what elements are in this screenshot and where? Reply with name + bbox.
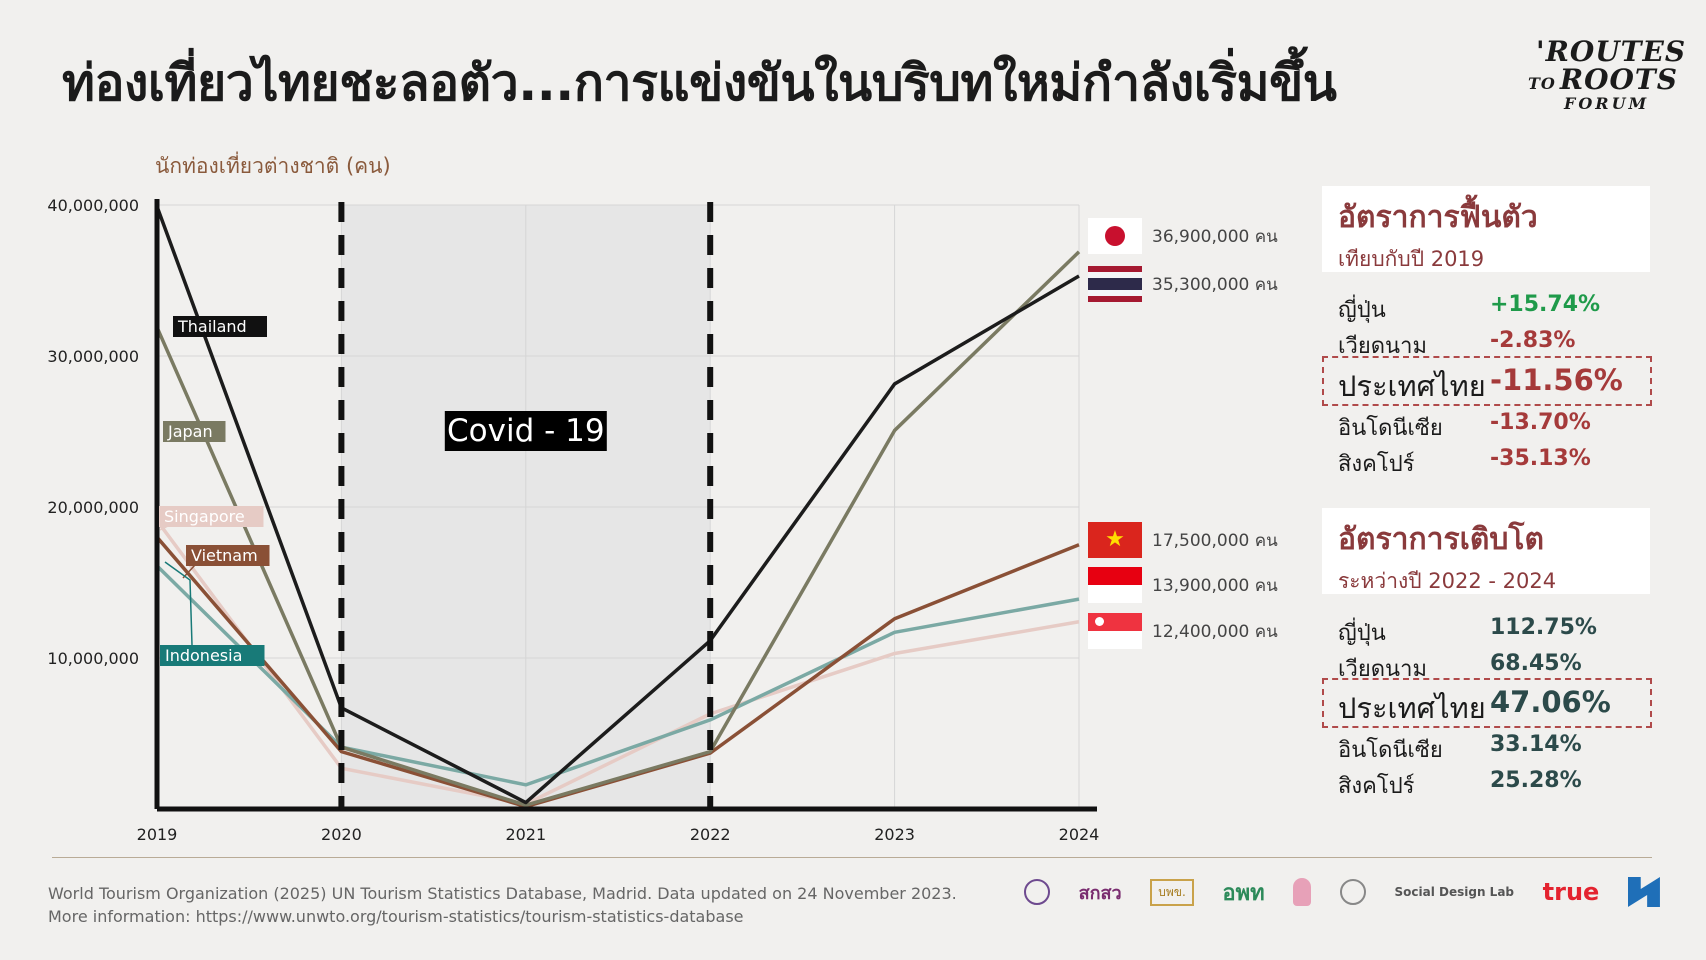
legend-japan: 36,900,000 คน [1088, 216, 1278, 256]
thailand-flag-icon [1088, 266, 1142, 302]
series-label-thailand: Thailand [177, 317, 247, 336]
indonesia-end-value: 13,900,000 คน [1152, 575, 1278, 596]
partner-round-emblem-icon [1339, 879, 1366, 905]
series-label-japan: Japan [167, 422, 213, 441]
japan-flag-icon [1088, 218, 1142, 254]
partner-seal-logo-icon [1024, 879, 1050, 905]
series-label-box [186, 545, 270, 566]
growth-row-vietnam: เวียดนาม 68.45% [1338, 651, 1582, 682]
partner-logos: สกสว บพข. อพท Social Design Lab true [1024, 872, 1660, 912]
growth-row-japan: ญี่ปุ่น 112.75% [1338, 615, 1597, 646]
y-tick-label: 20,000,000 [47, 498, 139, 517]
recovery-heading: อัตราการฟื้นตัว [1338, 200, 1538, 235]
growth-subheading: ระหว่างปี 2022 - 2024 [1338, 569, 1557, 593]
series-label-vietnam: Vietnam [191, 546, 258, 565]
series-label-box [159, 506, 264, 527]
partner-blue-emblem-icon [1627, 877, 1660, 907]
growth-row-thailand: ประเทศไทย 47.06% [1338, 685, 1611, 725]
recovery-row-vietnam: เวียดนาม -2.83% [1338, 328, 1576, 359]
partner-pmu-logo: บพข. [1150, 878, 1194, 906]
japan-end-value: 36,900,000 คน [1152, 226, 1278, 247]
x-tick-label: 2021 [505, 825, 546, 844]
source-note: World Tourism Organization (2025) UN Tou… [48, 882, 957, 928]
legend-vietnam: ★ 17,500,000 คน [1088, 520, 1278, 560]
recovery-highlight-box [1322, 356, 1652, 406]
series-label-singapore: Singapore [164, 507, 245, 526]
source-line-1: World Tourism Organization (2025) UN Tou… [48, 884, 957, 903]
x-tick-label: 2020 [321, 825, 362, 844]
growth-panel-header: อัตราการเติบโต ระหว่างปี 2022 - 2024 [1322, 508, 1650, 594]
legend-singapore: 12,400,000 คน [1088, 611, 1278, 651]
series-label-box [173, 316, 267, 337]
legend-thailand: 35,300,000 คน [1088, 264, 1278, 304]
page-title: ท่องเที่ยวไทยชะลอตัว...การแข่งขันในบริบท… [62, 54, 1337, 112]
routes-to-roots-logo: 'ROUTES TO ROOTS FORUM [1528, 35, 1687, 113]
series-label-indonesia: Indonesia [165, 646, 242, 665]
growth-highlight-box [1322, 678, 1652, 728]
x-tick-label: 2023 [874, 825, 915, 844]
thailand-end-value: 35,300,000 คน [1152, 274, 1278, 295]
legend-indonesia: 13,900,000 คน [1088, 565, 1278, 605]
singapore-flag-icon [1088, 613, 1142, 649]
y-tick-label: 10,000,000 [47, 649, 139, 668]
y-axis-label: นักท่องเที่ยวต่างชาติ (คน) [155, 154, 391, 178]
line-chart: 10,000,000 20,000,000 30,000,000 40,000,000… [47, 196, 1100, 844]
growth-row-indonesia: อินโดนีเซีย 33.14% [1338, 732, 1582, 763]
recovery-row-singapore: สิงคโปร์ -35.13% [1338, 446, 1591, 477]
recovery-subheading: เทียบกับปี 2019 [1338, 247, 1485, 271]
series-label-leader [164, 561, 193, 646]
growth-heading: อัตราการเติบโต [1338, 522, 1544, 557]
series-line-singapore [155, 519, 1080, 806]
partner-dasta-logo: อพท [1222, 880, 1265, 906]
x-tick-label: 2022 [690, 825, 731, 844]
recovery-row-japan: ญี่ปุ่น +15.74% [1338, 292, 1601, 323]
x-tick-label: 2019 [137, 825, 178, 844]
series-line-japan [155, 250, 1081, 807]
covid-label-box [444, 411, 607, 451]
series-label-box [160, 645, 265, 666]
series-line-thailand [155, 205, 1080, 805]
partner-social-design-lab-logo: Social Design Lab [1394, 885, 1515, 899]
covid-label: Covid - 19 [447, 413, 605, 449]
partner-pink-emblem-icon [1293, 878, 1312, 906]
indonesia-flag-icon [1088, 567, 1142, 603]
recovery-panel-header: อัตราการฟื้นตัว เทียบกับปี 2019 [1322, 186, 1650, 272]
y-tick-label: 30,000,000 [47, 347, 139, 366]
x-tick-label: 2024 [1059, 825, 1100, 844]
vietnam-flag-icon: ★ [1088, 522, 1142, 558]
partner-true-logo: true [1542, 878, 1600, 906]
partner-tsri-logo: สกสว [1078, 882, 1122, 904]
y-tick-label: 40,000,000 [47, 196, 139, 215]
growth-row-singapore: สิงคโปร์ 25.28% [1338, 768, 1582, 799]
vietnam-end-value: 17,500,000 คน [1152, 530, 1278, 551]
footer-divider [52, 857, 1652, 858]
source-line-2[interactable]: More information: https://www.unwto.org/… [48, 907, 744, 926]
recovery-row-indonesia: อินโดนีเซีย -13.70% [1338, 410, 1591, 441]
singapore-end-value: 12,400,000 คน [1152, 621, 1278, 642]
series-label-box [163, 421, 226, 442]
recovery-row-thailand: ประเทศไทย -11.56% [1338, 363, 1623, 403]
